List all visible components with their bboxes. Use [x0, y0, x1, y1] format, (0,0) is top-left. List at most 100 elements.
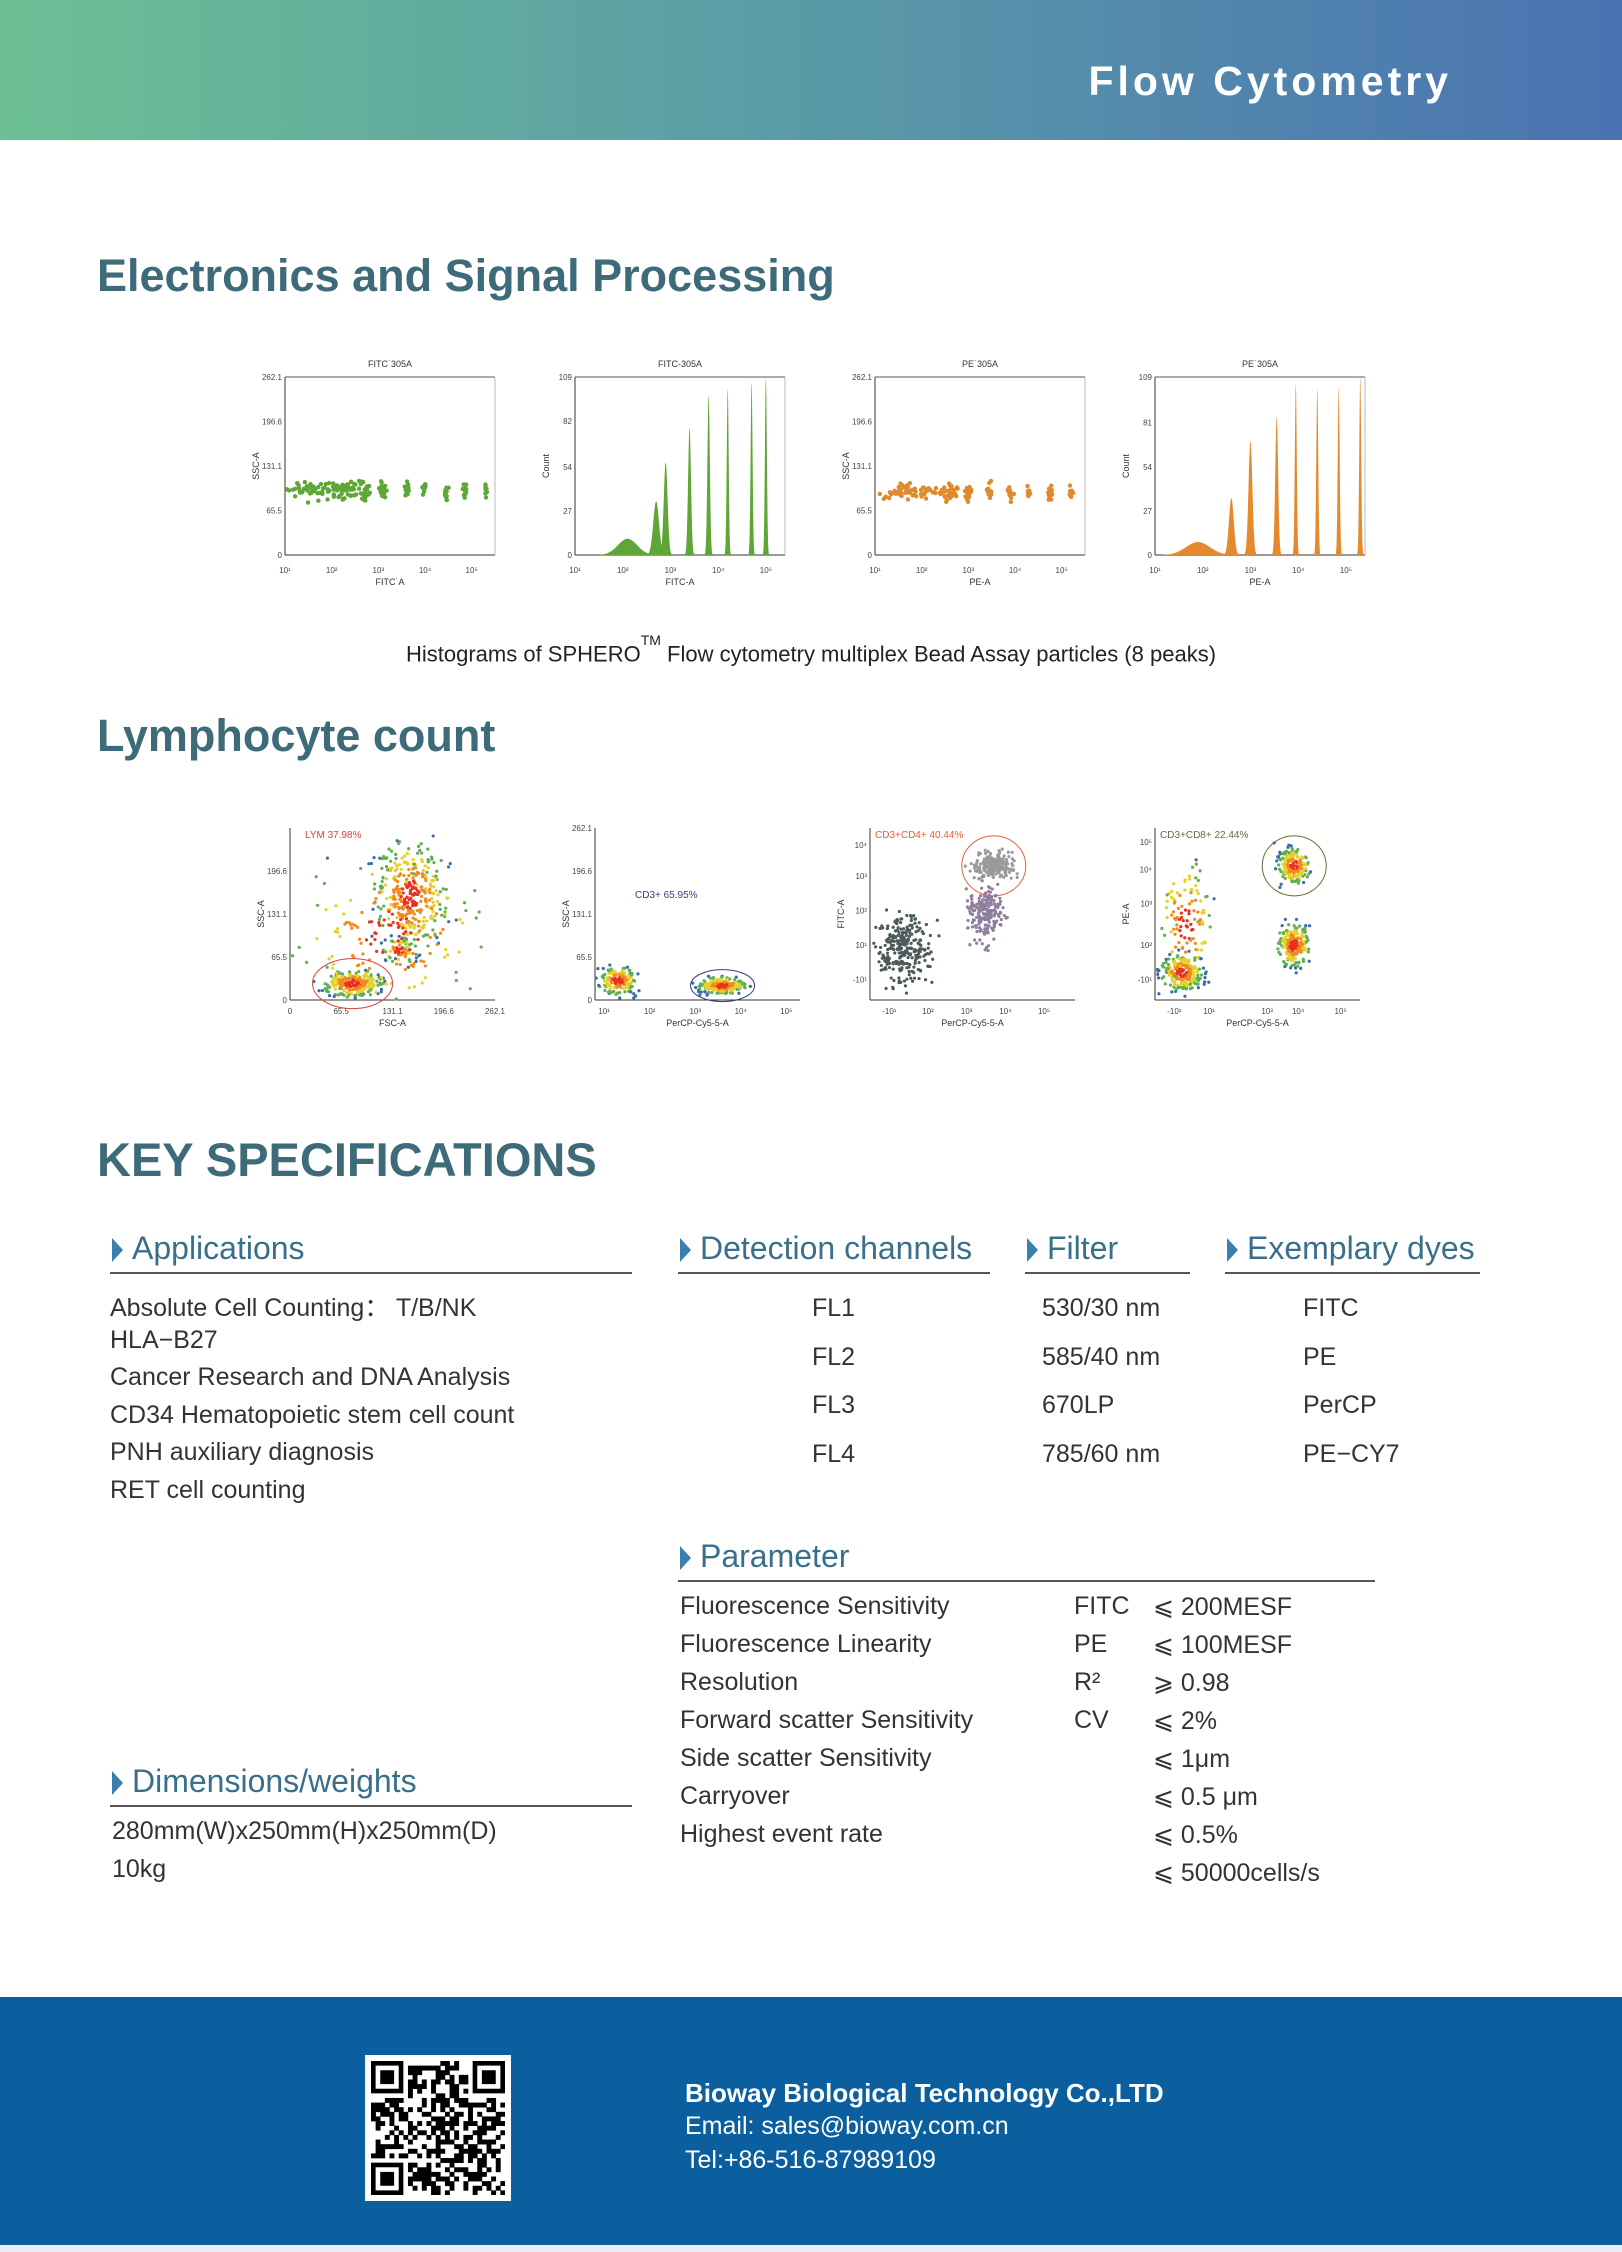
data-point [1197, 967, 1201, 971]
qr-module [477, 2167, 483, 2173]
data-point [415, 870, 419, 875]
data-point [905, 977, 909, 981]
data-point [1296, 964, 1300, 968]
data-point [1294, 960, 1298, 965]
data-point [620, 980, 625, 984]
data-point [1178, 929, 1182, 933]
data-point [909, 915, 914, 920]
data-point [378, 486, 384, 492]
data-point [396, 879, 400, 884]
data-point [1187, 877, 1192, 881]
data-point [422, 915, 426, 920]
data-point [999, 917, 1003, 922]
data-point [933, 490, 938, 496]
qr-module [454, 2093, 460, 2099]
y-tick-label: -10¹ [1138, 975, 1153, 984]
y-axis-label: Count [1121, 454, 1131, 479]
qr-module [440, 2074, 446, 2080]
data-point [1175, 923, 1179, 927]
data-point [1291, 861, 1295, 866]
data-point [1183, 878, 1187, 882]
data-point [880, 924, 884, 928]
data-point [988, 890, 992, 894]
y-tick-label: 27 [563, 507, 572, 516]
data-point [334, 977, 339, 981]
qr-module [463, 2148, 469, 2154]
y-tick-label: 131.1 [267, 910, 288, 919]
parameter-value: ⩽ 100MESF [1153, 1631, 1293, 1659]
data-point [1287, 949, 1291, 953]
data-point [355, 925, 360, 929]
data-point [1002, 867, 1007, 871]
data-point [401, 891, 405, 895]
data-point [1160, 926, 1164, 930]
data-point [910, 969, 914, 973]
data-point [723, 985, 727, 989]
data-point [394, 856, 398, 861]
data-point [985, 923, 989, 927]
qr-module [444, 2070, 450, 2076]
qr-module [477, 2125, 483, 2131]
data-point [992, 914, 996, 918]
data-point [1277, 863, 1281, 867]
data-point [1180, 904, 1184, 908]
data-point [393, 861, 397, 865]
data-point [391, 920, 395, 925]
data-point [629, 980, 634, 984]
qr-module [454, 2084, 460, 2090]
qr-finder [481, 2070, 496, 2085]
data-point [944, 498, 949, 503]
data-point [1208, 925, 1212, 929]
parameter-key: R² [1074, 1668, 1101, 1696]
data-point [1276, 947, 1280, 951]
data-point [371, 977, 375, 982]
data-point [1293, 864, 1297, 868]
data-point [1157, 968, 1161, 973]
qr-module [463, 2134, 469, 2140]
data-point [308, 481, 313, 487]
data-point [430, 906, 434, 911]
data-point [637, 989, 641, 993]
qr-code[interactable] [365, 2055, 511, 2201]
data-point [1177, 948, 1181, 952]
data-point [996, 882, 1000, 886]
data-point [405, 851, 410, 856]
data-point [364, 972, 368, 976]
parameter-value: ⩽ 0.5 μm [1153, 1783, 1258, 1811]
data-point [332, 994, 336, 999]
data-point [381, 484, 386, 489]
section-title-lymphocyte: Lymphocyte count [97, 710, 496, 761]
data-point [1287, 868, 1292, 872]
qr-module [481, 2153, 487, 2159]
data-point [346, 982, 350, 986]
application-item: CD34 Hematopoietic stem cell count [110, 1400, 515, 1429]
qr-module [486, 2139, 492, 2145]
data-point [290, 954, 295, 958]
qr-module [491, 2153, 497, 2159]
data-point [909, 946, 913, 950]
data-point [377, 920, 381, 925]
contact-email[interactable]: Email: sales@bioway.com.cn [685, 2112, 1009, 2140]
data-point [1170, 969, 1174, 973]
data-point [1185, 941, 1189, 945]
data-point [928, 933, 932, 938]
data-point [1297, 942, 1302, 946]
qr-module [394, 2125, 400, 2131]
data-point [1287, 953, 1291, 957]
qr-module [426, 2065, 432, 2071]
data-point [975, 858, 980, 863]
qr-module [463, 2167, 469, 2173]
qr-module [403, 2111, 409, 2117]
data-point [900, 961, 904, 965]
y-tick-label: 81 [1143, 419, 1152, 428]
data-point [419, 885, 423, 889]
data-point [1294, 951, 1298, 955]
data-point [401, 887, 405, 891]
data-point [698, 993, 702, 997]
data-point [606, 976, 610, 980]
data-point [1068, 494, 1074, 500]
data-point [454, 918, 458, 922]
data-point [396, 939, 400, 943]
parameter-value: ⩽ 200MESF [1153, 1593, 1293, 1621]
